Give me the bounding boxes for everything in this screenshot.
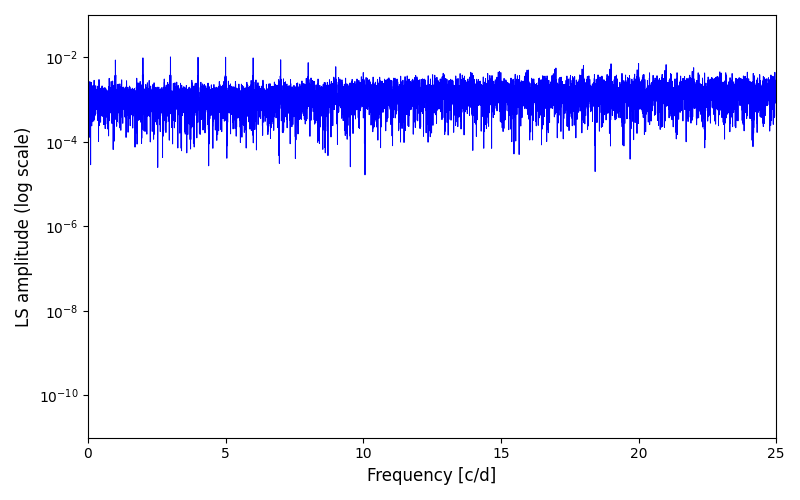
- Y-axis label: LS amplitude (log scale): LS amplitude (log scale): [15, 126, 33, 326]
- X-axis label: Frequency [c/d]: Frequency [c/d]: [367, 467, 497, 485]
